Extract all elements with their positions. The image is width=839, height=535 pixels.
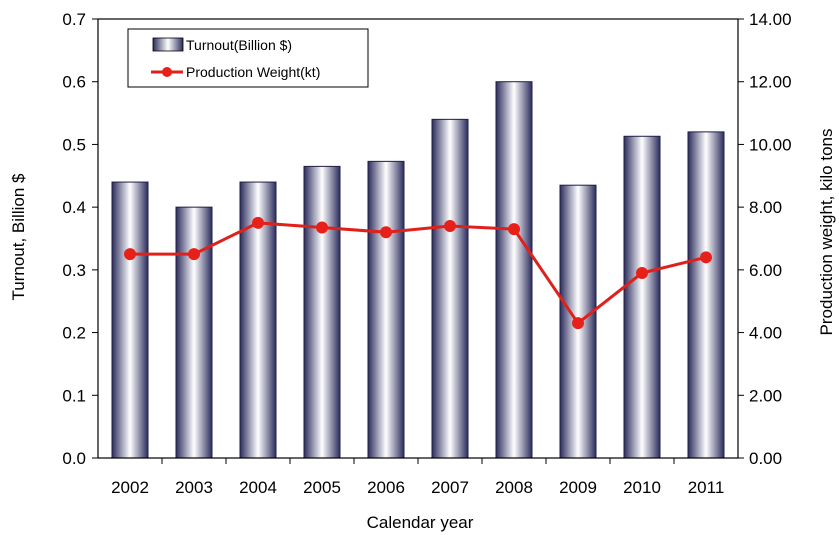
y-tick-label: 0.4 bbox=[62, 198, 86, 217]
bar bbox=[687, 131, 725, 459]
ticks: 0.0 0.1 0.2 0.3 0.4 0.5 0.6 0.7 0.00 2.00 4.00 6.00… bbox=[62, 10, 791, 497]
production-point bbox=[316, 221, 328, 234]
production-point bbox=[700, 251, 712, 264]
y2-tick-label: 0.00 bbox=[749, 449, 782, 468]
legend: Turnout(Billion $) Production Weight(kt) bbox=[127, 28, 369, 88]
legend-label-production: Production Weight(kt) bbox=[186, 64, 320, 80]
y-tick-label: 0.3 bbox=[62, 261, 86, 280]
bars bbox=[111, 81, 725, 459]
production-point bbox=[508, 223, 520, 236]
y-tick-label: 0.0 bbox=[62, 449, 86, 468]
x-tick-label: 2006 bbox=[367, 478, 405, 497]
production-point bbox=[572, 317, 584, 330]
x-tick-label: 2008 bbox=[495, 478, 533, 497]
production-point bbox=[636, 266, 648, 279]
x-tick-label: 2011 bbox=[688, 478, 725, 497]
bar bbox=[431, 118, 469, 459]
y2-tick-label: 4.00 bbox=[749, 324, 782, 343]
legend-marker bbox=[162, 67, 172, 77]
y2-tick-label: 2.00 bbox=[749, 386, 782, 405]
y-tick-label: 0.1 bbox=[62, 386, 86, 405]
legend-bar-swatch bbox=[152, 37, 184, 52]
y-tick-label: 0.6 bbox=[62, 73, 86, 92]
production-point bbox=[444, 219, 456, 232]
x-tick-label: 2005 bbox=[303, 478, 341, 497]
bar bbox=[495, 81, 533, 459]
production-point bbox=[124, 248, 136, 261]
bar bbox=[303, 165, 341, 459]
legend-label-turnout: Turnout(Billion $) bbox=[186, 37, 292, 53]
bar bbox=[367, 160, 405, 459]
bar bbox=[623, 135, 661, 459]
x-tick-label: 2002 bbox=[111, 478, 149, 497]
y2-axis-title: Production weight, kilo tons bbox=[817, 129, 836, 336]
x-tick-label: 2010 bbox=[623, 478, 661, 497]
y2-tick-label: 10.00 bbox=[749, 135, 792, 154]
y2-tick-label: 8.00 bbox=[749, 198, 782, 217]
y-axis-title: Turnout, Billion $ bbox=[9, 173, 28, 300]
y-tick-label: 0.5 bbox=[62, 135, 86, 154]
production-point bbox=[252, 216, 264, 229]
production-point bbox=[380, 226, 392, 239]
production-line bbox=[130, 221, 707, 325]
x-tick-label: 2007 bbox=[431, 478, 469, 497]
x-tick-label: 2003 bbox=[175, 478, 213, 497]
bar bbox=[111, 181, 149, 459]
bar bbox=[175, 206, 213, 459]
production-point bbox=[188, 248, 200, 261]
y-tick-label: 0.2 bbox=[62, 324, 86, 343]
line-series bbox=[124, 216, 712, 330]
y2-tick-label: 14.00 bbox=[749, 10, 792, 29]
x-tick-label: 2009 bbox=[559, 478, 597, 497]
x-tick-label: 2004 bbox=[239, 478, 277, 497]
y2-tick-label: 6.00 bbox=[749, 261, 782, 280]
y2-tick-label: 12.00 bbox=[749, 73, 792, 92]
y-tick-label: 0.7 bbox=[62, 10, 86, 29]
x-axis-title: Calendar year bbox=[367, 513, 474, 532]
